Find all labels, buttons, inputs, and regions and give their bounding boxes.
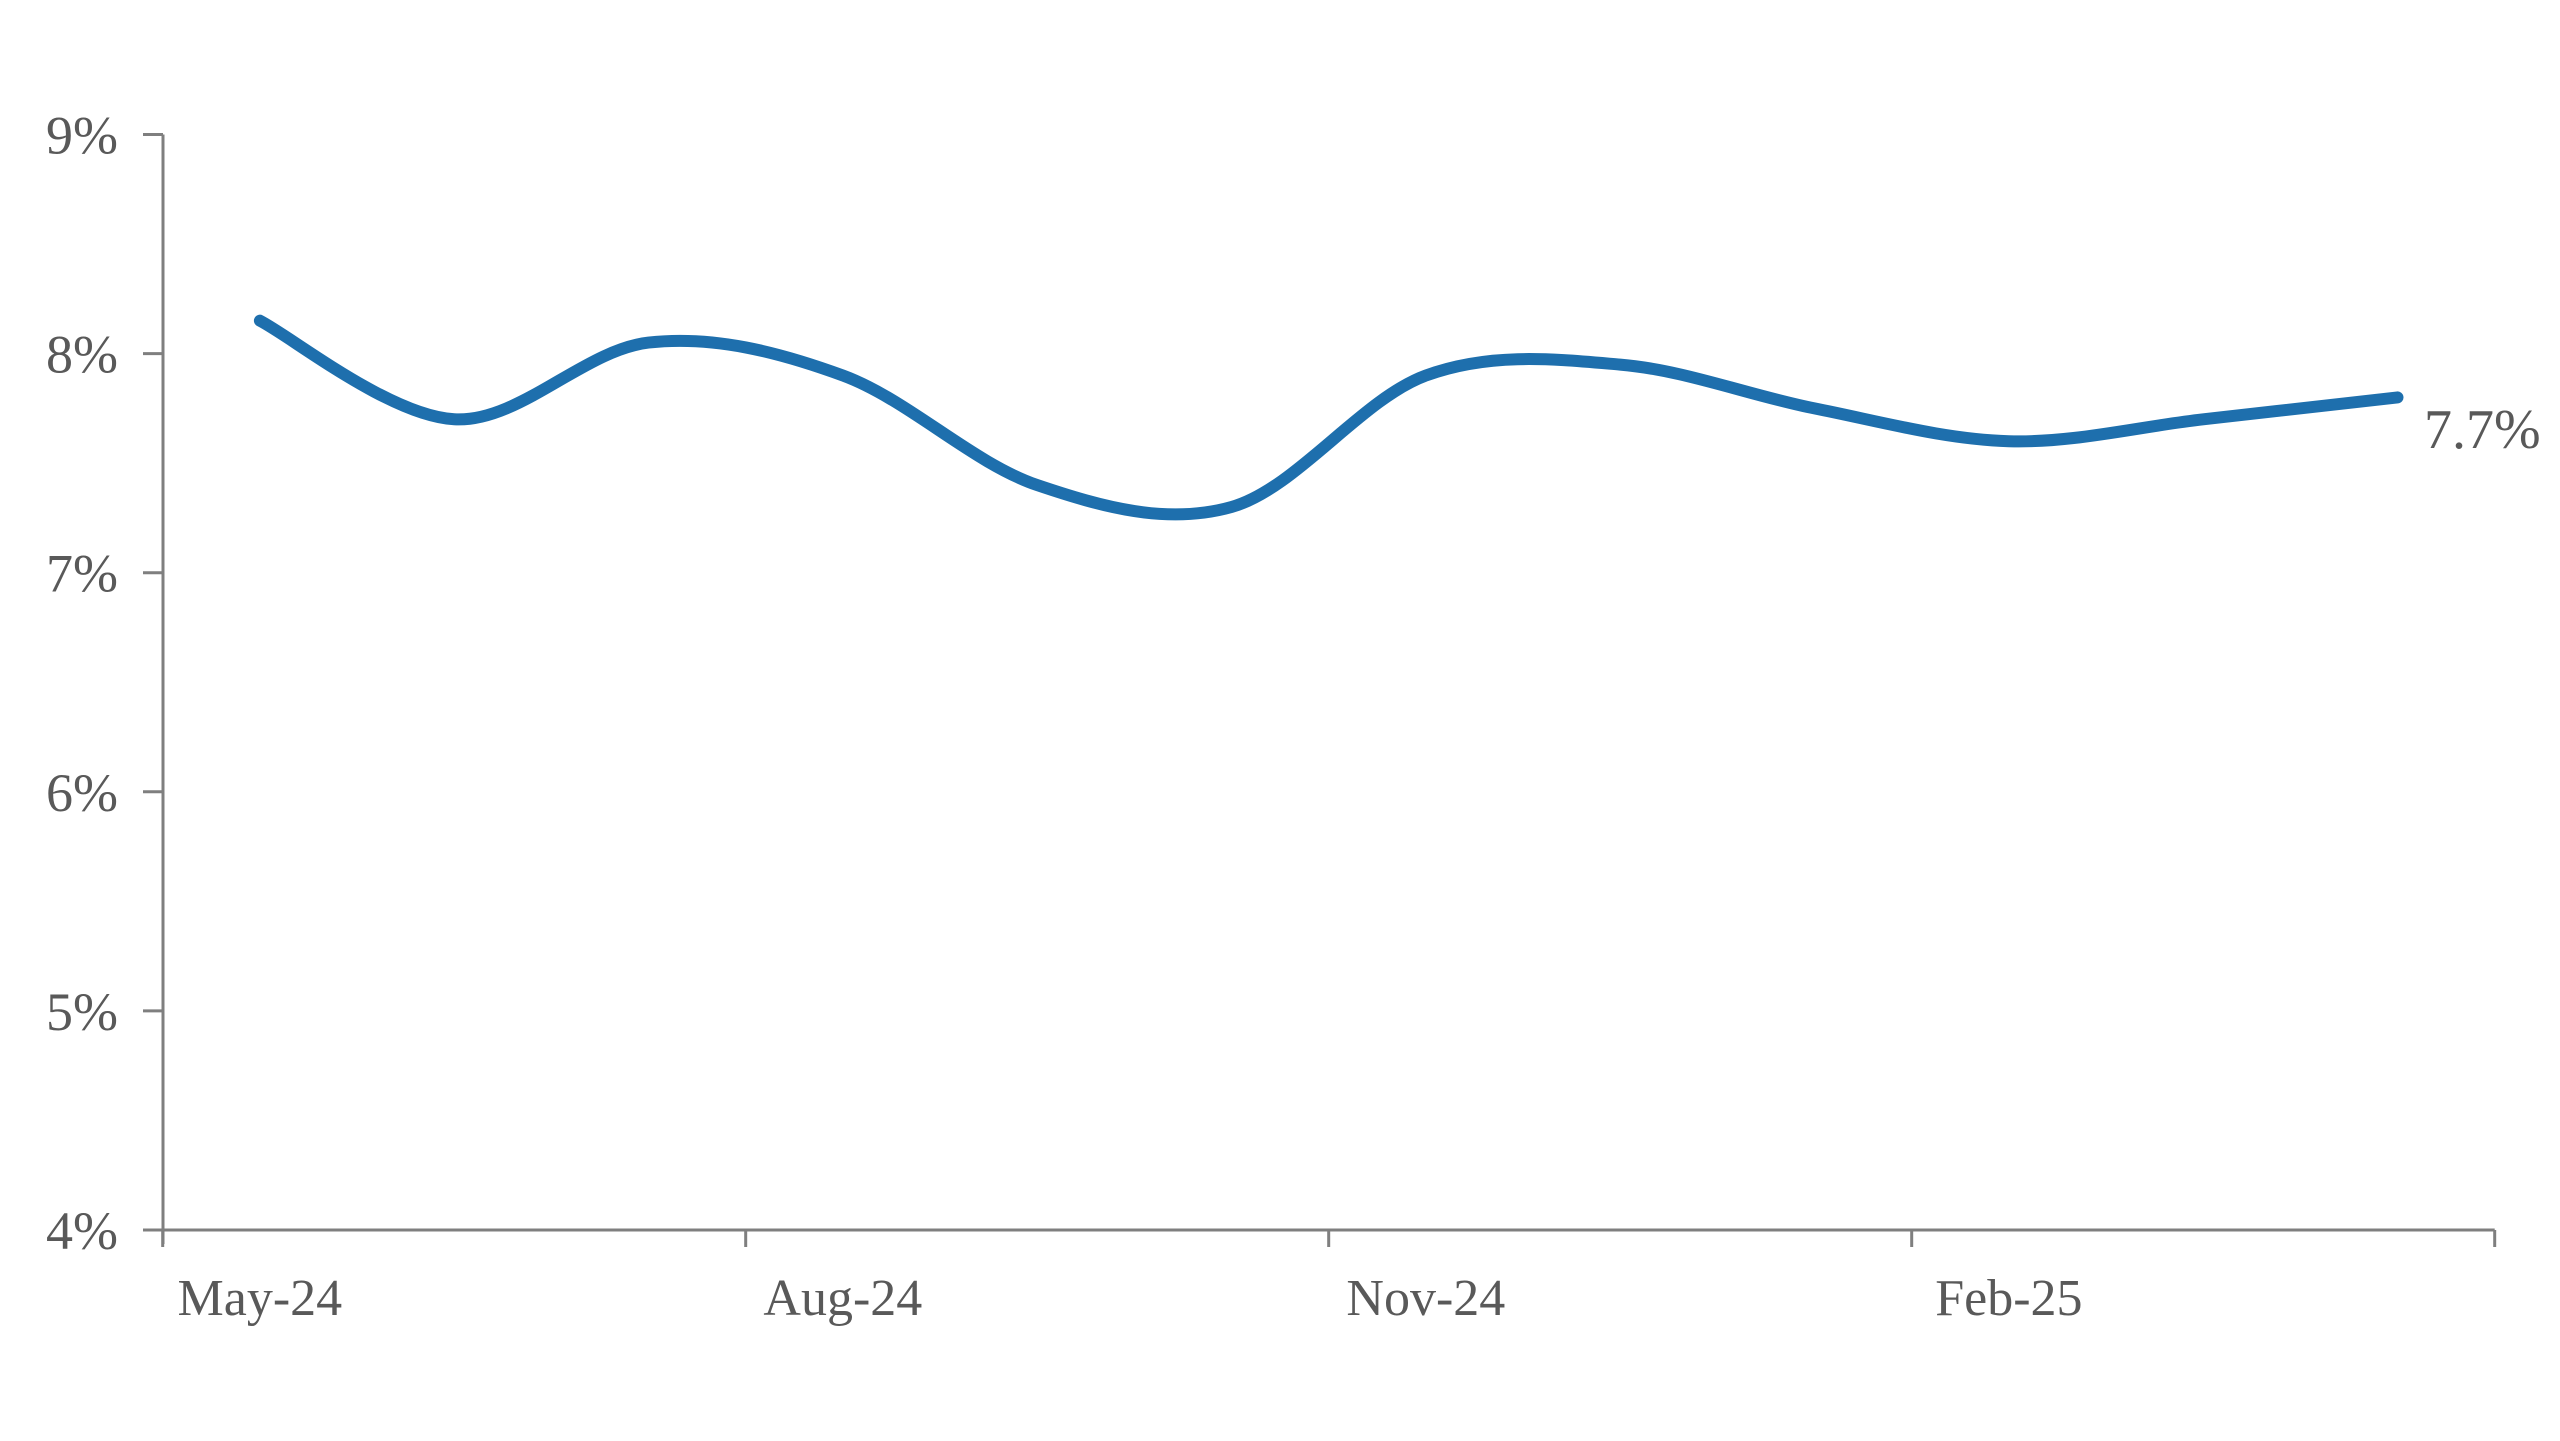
y-axis-tick-label: 6% <box>46 763 118 823</box>
data-line <box>253 314 2404 521</box>
y-axis-tick-label: 5% <box>46 982 118 1042</box>
end-value-label: 7.7% <box>2424 399 2541 461</box>
y-axis-tick-label: 8% <box>46 325 118 385</box>
x-axis-tick-label: Nov-24 <box>1346 1270 1505 1327</box>
x-axis-tick-label: May-24 <box>178 1270 343 1327</box>
y-axis-tick-label: 7% <box>46 544 118 604</box>
x-axis-tick-label: Feb-25 <box>1935 1270 2082 1327</box>
x-axis-tick-label: Aug-24 <box>763 1270 922 1327</box>
y-axis-tick-label: 9% <box>46 106 118 166</box>
y-axis-tick-label: 4% <box>46 1201 118 1261</box>
